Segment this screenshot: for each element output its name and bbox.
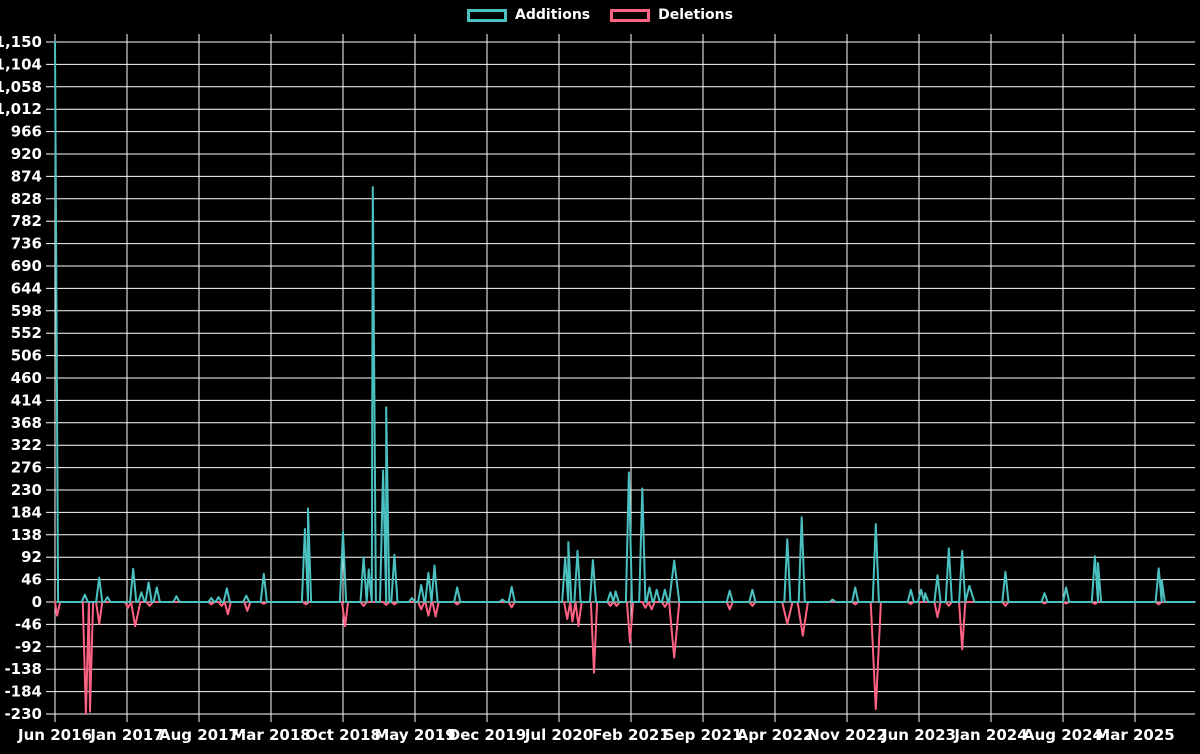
svg-text:Mar 2018: Mar 2018	[231, 726, 310, 744]
svg-text:414: 414	[11, 391, 42, 409]
svg-text:-92: -92	[15, 638, 42, 656]
svg-text:874: 874	[11, 167, 42, 185]
svg-text:Jan 2024: Jan 2024	[953, 726, 1027, 744]
svg-text:138: 138	[11, 526, 42, 544]
svg-text:Nov 2022: Nov 2022	[807, 726, 887, 744]
svg-text:644: 644	[11, 279, 42, 297]
additions-legend-swatch-icon	[467, 8, 508, 22]
svg-text:736: 736	[11, 235, 42, 253]
svg-text:Jan 2017: Jan 2017	[89, 726, 163, 744]
svg-text:-184: -184	[4, 683, 42, 701]
svg-text:184: 184	[11, 503, 42, 521]
svg-text:Sep 2021: Sep 2021	[664, 726, 743, 744]
svg-text:Jun 2016: Jun 2016	[17, 726, 92, 744]
svg-text:Aug 2017: Aug 2017	[159, 726, 239, 744]
svg-text:-138: -138	[4, 660, 42, 678]
svg-text:690: 690	[11, 257, 42, 275]
svg-text:Feb 2021: Feb 2021	[592, 726, 670, 744]
svg-text:1,058: 1,058	[0, 78, 42, 96]
deletions-legend-swatch-icon	[610, 8, 651, 22]
vertical-gridlines	[54, 34, 1136, 722]
svg-text:552: 552	[11, 324, 42, 342]
svg-text:368: 368	[11, 414, 42, 432]
svg-text:92: 92	[21, 548, 42, 566]
svg-text:1,150: 1,150	[0, 33, 42, 51]
chart-legend: Additions Deletions	[0, 7, 1200, 23]
svg-text:0: 0	[32, 593, 42, 611]
svg-text:Jun 2023: Jun 2023	[881, 726, 956, 744]
svg-text:230: 230	[11, 481, 42, 499]
deletions-legend-label: Deletions	[658, 7, 733, 23]
legend-item-additions[interactable]: Additions	[467, 7, 590, 23]
svg-text:966: 966	[11, 123, 42, 141]
svg-text:Aug 2024: Aug 2024	[1023, 726, 1103, 744]
svg-text:276: 276	[11, 459, 42, 477]
svg-text:Mar 2025: Mar 2025	[1095, 726, 1174, 744]
svg-text:Apr 2022: Apr 2022	[737, 726, 814, 744]
svg-text:-46: -46	[15, 615, 42, 633]
svg-text:1,012: 1,012	[0, 100, 42, 118]
svg-text:1,104: 1,104	[0, 55, 42, 73]
svg-text:782: 782	[11, 212, 42, 230]
svg-text:460: 460	[11, 369, 42, 387]
legend-item-deletions[interactable]: Deletions	[610, 7, 733, 23]
deletions-line	[54, 601, 1196, 715]
svg-text:Dec 2019: Dec 2019	[448, 726, 527, 744]
y-axis-tick-labels: 1,1501,1041,0581,01296692087482878273669…	[0, 33, 42, 723]
svg-text:598: 598	[11, 302, 42, 320]
horizontal-gridlines	[46, 41, 1195, 715]
additions-line	[54, 41, 1196, 603]
data-series-lines	[54, 41, 1196, 715]
svg-text:322: 322	[11, 436, 42, 454]
svg-text:920: 920	[11, 145, 42, 163]
additions-legend-label: Additions	[515, 7, 591, 23]
svg-text:46: 46	[21, 571, 42, 589]
svg-text:506: 506	[11, 347, 42, 365]
svg-text:Oct 2018: Oct 2018	[305, 726, 381, 744]
svg-text:May 2019: May 2019	[374, 726, 455, 744]
svg-text:-230: -230	[4, 705, 42, 723]
svg-text:Jul 2020: Jul 2020	[524, 726, 593, 744]
svg-text:828: 828	[11, 190, 42, 208]
